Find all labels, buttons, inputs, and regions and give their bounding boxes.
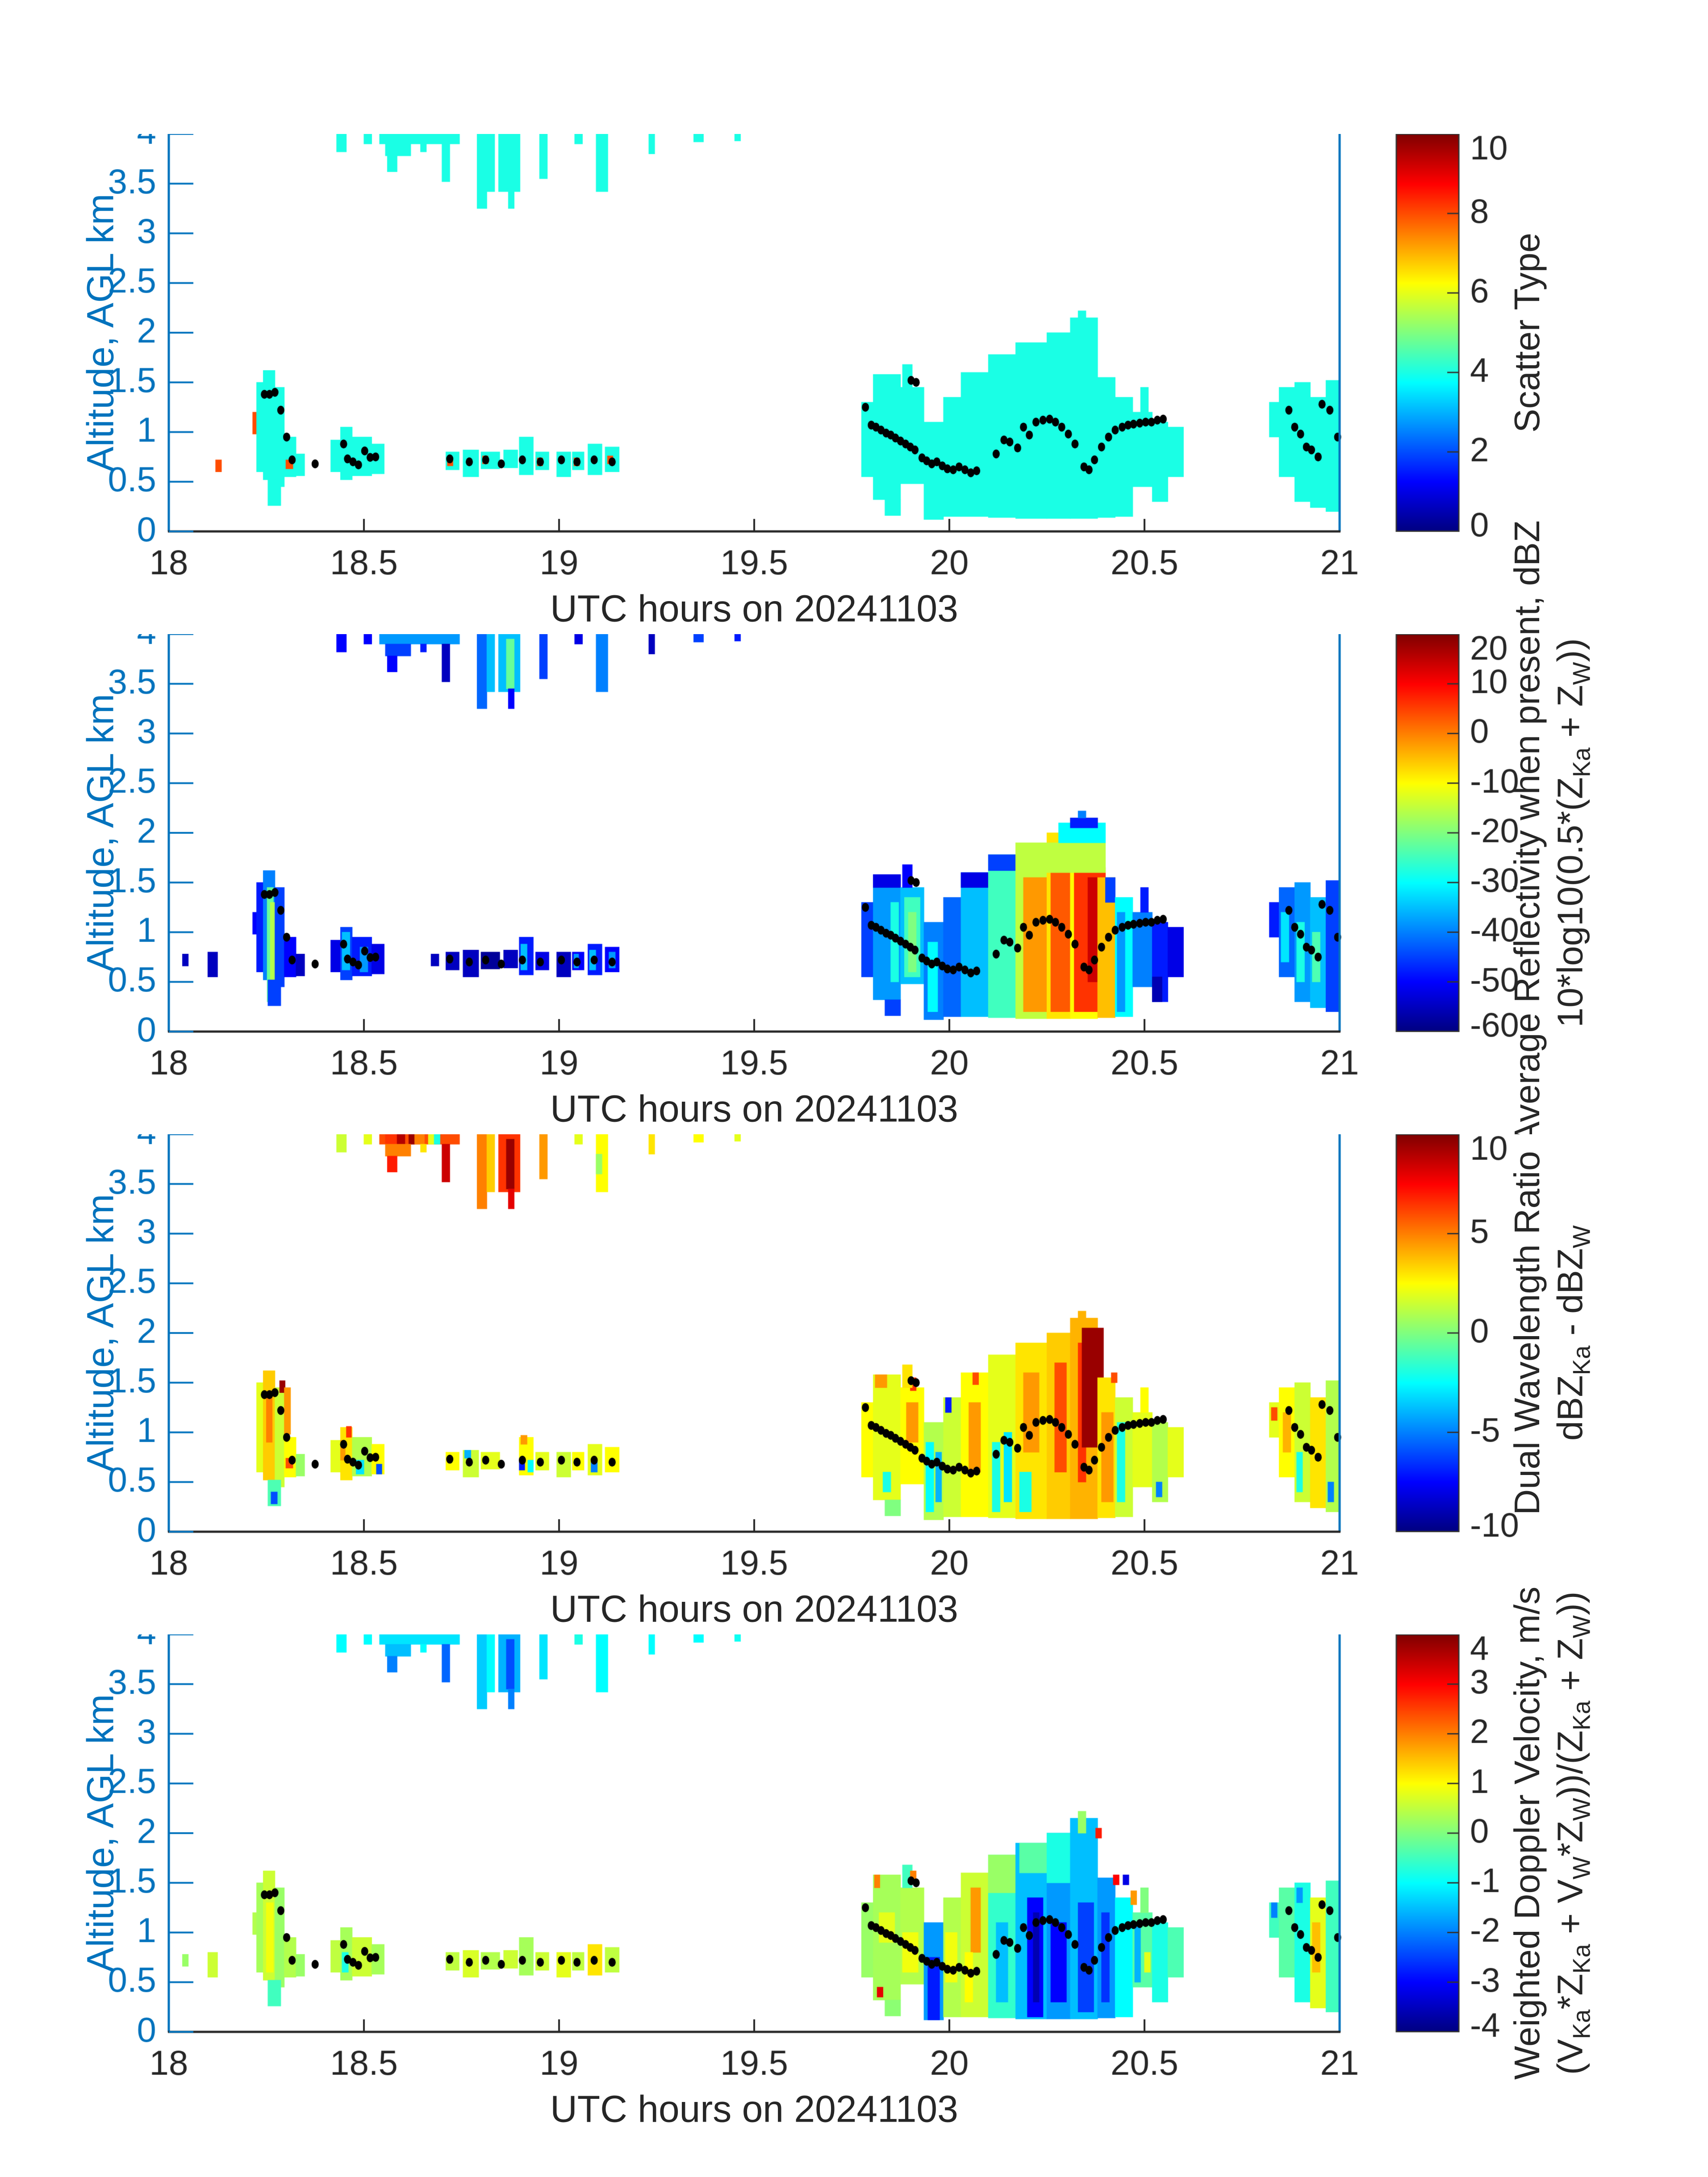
colorbar-label-line2: 10*log10(0.5*(ZKa + ZW)) (1550, 638, 1595, 1028)
reflectivity-heatmap-canvas (0, 634, 1708, 1134)
colorbar-label: Dual Wavelength Ratio (1507, 1151, 1547, 1515)
panel-weighted-doppler-velocity: Altitude, AGL km UTC hours on 20241103 W… (0, 1587, 1708, 2135)
colorbar-label-line2: (VKa*ZKa + VW*ZW))/(ZKa + ZW)) (1550, 1591, 1595, 2075)
panel-dual-wavelength-ratio: Altitude, AGL km UTC hours on 20241103 D… (0, 1134, 1708, 1634)
x-axis-label: UTC hours on 20241103 (550, 1588, 958, 1630)
colorbar-label: Weighted Doppler Velocity, m/s (1507, 1586, 1547, 2080)
y-axis-label: Altitude, AGL km (79, 1694, 121, 1972)
y-axis-label: Altitude, AGL km (79, 1194, 121, 1472)
dwr-heatmap-canvas (0, 1134, 1708, 1634)
y-axis-label: Altitude, AGL km (79, 694, 121, 972)
panel-scatter-type: Altitude, AGL km UTC hours on 20241103 S… (0, 134, 1708, 634)
scatter-type-heatmap-canvas (0, 134, 1708, 634)
velocity-heatmap-canvas (0, 1634, 1708, 2135)
x-axis-label: UTC hours on 20241103 (550, 587, 958, 630)
colorbar-label: Scatter Type (1507, 233, 1547, 433)
x-axis-label: UTC hours on 20241103 (550, 2088, 958, 2130)
colorbar-label: Average Reflectivity when present, dBZ (1507, 520, 1547, 1145)
colorbar-label-line2: dBZKa - dBZW (1550, 1225, 1595, 1441)
panel-average-reflectivity: Altitude, AGL km UTC hours on 20241103 A… (0, 520, 1708, 1145)
x-axis-label: UTC hours on 20241103 (550, 1087, 958, 1130)
y-axis-label: Altitude, AGL km (79, 193, 121, 472)
